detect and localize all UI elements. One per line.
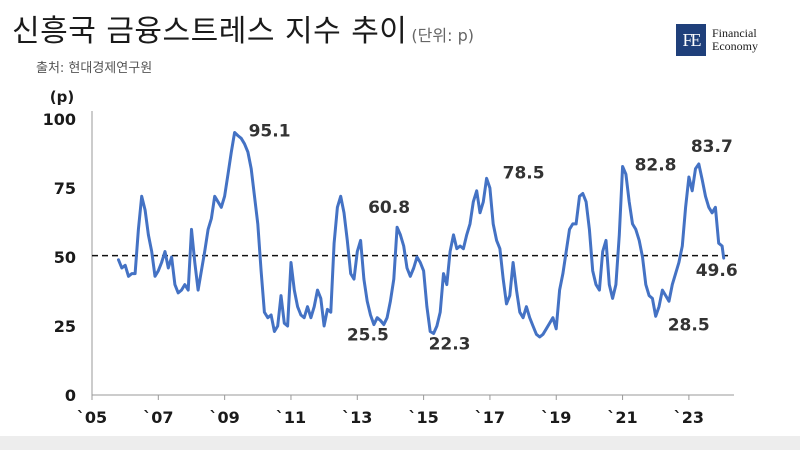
x-tick-label: `15 [408,408,438,427]
source-text: 출처: 현대경제연구원 [36,61,153,76]
y-tick-label: 100 [43,110,76,129]
data-label: 78.5 [503,163,545,183]
logo-wordmark: Financial Economy [712,27,758,53]
x-tick-label: `23 [674,408,704,427]
x-tick-label: `05 [77,408,107,427]
data-label: 22.3 [429,334,471,354]
data-label: 25.5 [347,326,389,346]
data-label: 60.8 [368,198,410,218]
data-label: 49.6 [696,261,738,281]
unit-text: (단위: p) [411,26,474,45]
title-text: 신흥국 금융스트레스 지수 추이 [12,14,408,49]
data-label: 83.7 [691,137,733,157]
y-tick-label: 75 [54,179,76,198]
x-tick-label: `17 [475,408,505,427]
x-tick-label: `07 [143,408,173,427]
bottom-band [0,436,800,450]
logo-mark: FE [676,24,706,56]
data-label: 95.1 [249,122,291,142]
logo-line-1: Financial [712,26,757,40]
y-axis-label: (p) [50,88,74,106]
series-line [117,131,726,339]
x-tick-label: `13 [342,408,372,427]
y-tick-label: 0 [65,386,76,405]
chart-title: 신흥국 금융스트레스 지수 추이 (단위: p) [12,6,474,50]
financial-economy-logo: FE Financial Economy [676,24,758,56]
chart-background [0,80,800,450]
x-tick-label: `21 [607,408,637,427]
logo-line-2: Economy [712,39,758,53]
x-tick-label: `11 [276,408,306,427]
y-tick-label: 25 [54,317,76,336]
x-tick-label: `09 [210,408,240,427]
y-tick-label: 50 [54,248,76,267]
x-tick-label: `19 [541,408,571,427]
data-label: 82.8 [635,155,677,175]
data-label: 28.5 [668,315,710,335]
